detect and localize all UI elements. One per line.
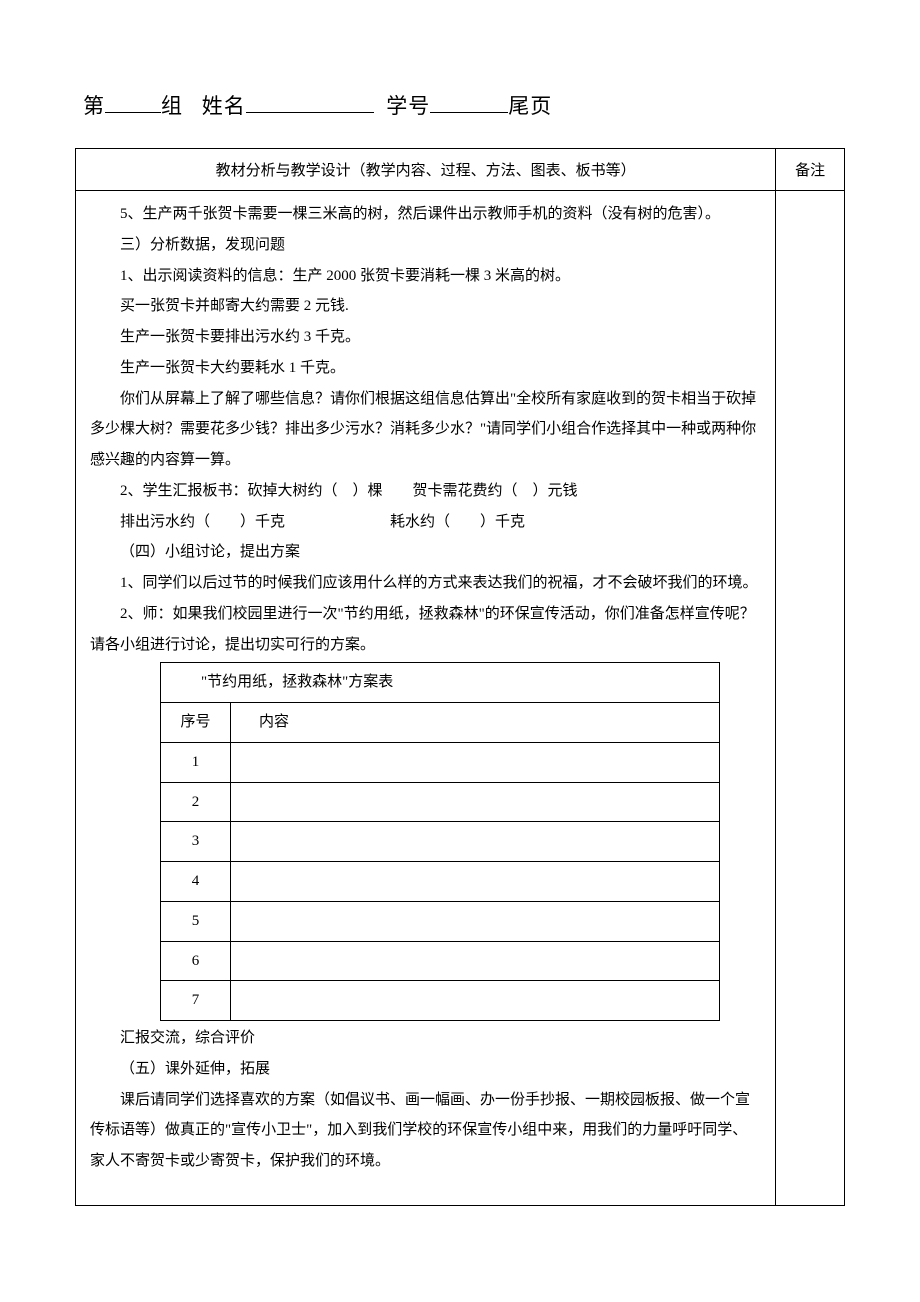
content-paragraph: 生产一张贺卡要排出污水约 3 千克。: [90, 322, 761, 353]
plan-table-row: 2: [161, 782, 720, 822]
content-paragraph: 买一张贺卡并邮寄大约需要 2 元钱.: [90, 291, 761, 322]
header-suffix: 尾页: [508, 94, 552, 118]
plan-row-content[interactable]: [231, 862, 720, 902]
plan-row-num: 6: [161, 941, 231, 981]
plan-row-content[interactable]: [231, 941, 720, 981]
plan-row-content[interactable]: [231, 782, 720, 822]
content-paragraph: 5、生产两千张贺卡需要一棵三米高的树，然后课件出示教师手机的资料（没有树的危害）…: [90, 199, 761, 230]
content-paragraph: 你们从屏幕上了解了哪些信息？请你们根据这组信息估算出"全校所有家庭收到的贺卡相当…: [90, 384, 761, 476]
plan-col-content: 内容: [231, 703, 720, 743]
header-id-label: 学号: [386, 94, 430, 118]
content-paragraph: 2、师：如果我们校园里进行一次"节约用纸，拯救森林"的环保宣传活动，你们准备怎样…: [90, 599, 761, 661]
blank-name[interactable]: [246, 90, 374, 113]
header-prefix: 第: [83, 94, 105, 118]
note-body-cell: [776, 191, 845, 1206]
main-table: 教材分析与教学设计（教学内容、过程、方法、图表、板书等） 备注 5、生产两千张贺…: [75, 148, 845, 1206]
content-paragraph: 1、出示阅读资料的信息：生产 2000 张贺卡要消耗一棵 3 米高的树。: [90, 261, 761, 292]
plan-table-row: 7: [161, 981, 720, 1021]
content-paragraph: （五）课外延伸，拓展: [90, 1054, 761, 1085]
content-paragraph: 生产一张贺卡大约要耗水 1 千克。: [90, 353, 761, 384]
plan-row-content[interactable]: [231, 822, 720, 862]
plan-row-num: 4: [161, 862, 231, 902]
plan-table-row: 4: [161, 862, 720, 902]
plan-table-wrap: "节约用纸，拯救森林"方案表 序号 内容 1234567: [160, 662, 720, 1021]
content-paragraph: 排出污水约（ ）千克 耗水约（ ）千克: [90, 507, 761, 538]
content-paragraph: 课后请同学们选择喜欢的方案（如倡议书、画一幅画、办一份手抄报、一期校园板报、做一…: [90, 1085, 761, 1177]
plan-row-num: 3: [161, 822, 231, 862]
main-body-cell: 5、生产两千张贺卡需要一棵三米高的树，然后课件出示教师手机的资料（没有树的危害）…: [76, 191, 776, 1206]
content-paragraph: 1、同学们以后过节的时候我们应该用什么样的方式来表达我们的祝福，才不会破坏我们的…: [90, 568, 761, 599]
main-header-cell: 教材分析与教学设计（教学内容、过程、方法、图表、板书等）: [76, 149, 776, 191]
plan-row-num: 1: [161, 742, 231, 782]
plan-table-title: "节约用纸，拯救森林"方案表: [161, 663, 720, 703]
worksheet-header: 第 组 姓名 学号 尾页: [75, 90, 845, 120]
blank-id[interactable]: [430, 90, 508, 113]
plan-row-num: 2: [161, 782, 231, 822]
plan-row-num: 5: [161, 901, 231, 941]
header-name-label: 姓名: [202, 94, 246, 118]
content-paragraph: 汇报交流，综合评价: [90, 1023, 761, 1054]
note-header-cell: 备注: [776, 149, 845, 191]
plan-table-row: 1: [161, 742, 720, 782]
plan-row-num: 7: [161, 981, 231, 1021]
content-paragraph: 三）分析数据，发现问题: [90, 230, 761, 261]
plan-row-content[interactable]: [231, 981, 720, 1021]
plan-col-num: 序号: [161, 703, 231, 743]
content-paragraph: （四）小组讨论，提出方案: [90, 537, 761, 568]
plan-table-row: 6: [161, 941, 720, 981]
header-group: 组: [161, 94, 183, 118]
plan-row-content[interactable]: [231, 742, 720, 782]
plan-row-content[interactable]: [231, 901, 720, 941]
plan-table-row: 3: [161, 822, 720, 862]
plan-table-row: 5: [161, 901, 720, 941]
content-paragraph: 2、学生汇报板书：砍掉大树约（ ）棵 贺卡需花费约（ ）元钱: [90, 476, 761, 507]
plan-table: "节约用纸，拯救森林"方案表 序号 内容 1234567: [160, 662, 720, 1021]
blank-group[interactable]: [105, 90, 161, 113]
